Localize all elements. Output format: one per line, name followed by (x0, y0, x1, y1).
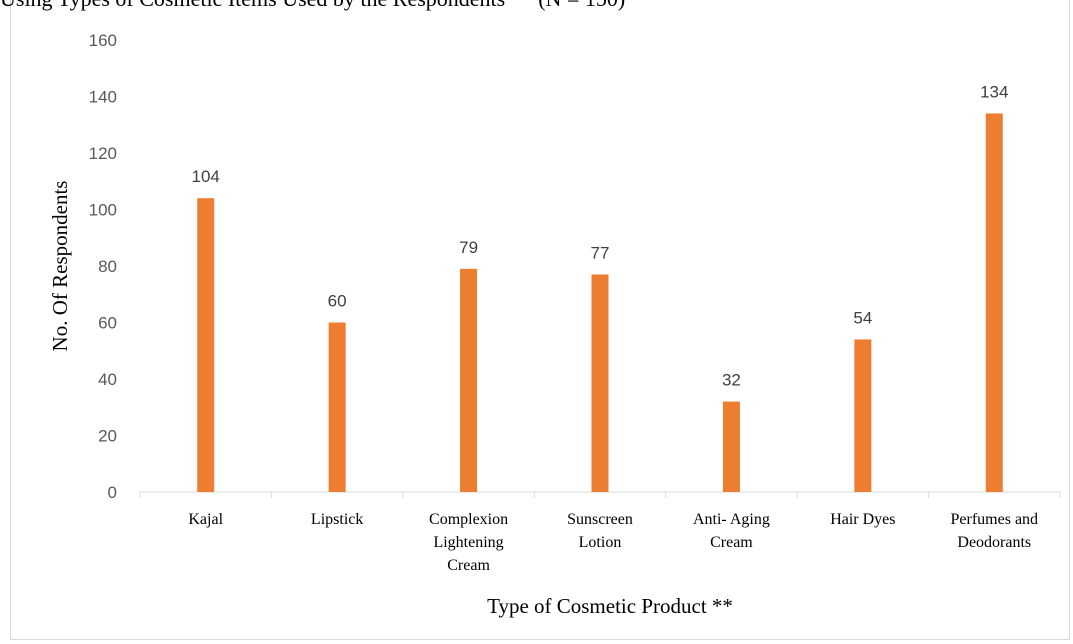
y-axis-ticks: 0 20 40 60 80 100 120 140 160 (89, 31, 117, 502)
y-tick-label: 100 (89, 201, 117, 220)
data-label: 79 (459, 238, 478, 257)
y-tick-label: 60 (98, 314, 117, 333)
category-label: Lipstick (311, 511, 363, 528)
y-tick-label: 20 (98, 427, 117, 446)
data-label: 77 (591, 243, 610, 262)
category-label: Complexion Lightening Cream (429, 511, 508, 574)
y-tick-label: 120 (89, 144, 117, 163)
bar (854, 339, 872, 492)
bar (460, 268, 478, 492)
data-label: 54 (853, 308, 872, 327)
bar (591, 274, 609, 492)
y-tick-label: 40 (98, 370, 117, 389)
x-axis-tick-marks (139, 492, 1061, 498)
y-axis-title: No. Of Respondents (48, 181, 72, 352)
chart-frame (10, 0, 1070, 640)
y-tick-label: 140 (89, 88, 117, 107)
data-label: 134 (980, 82, 1008, 101)
bars (197, 113, 1003, 492)
category-labels: Kajal Lipstick Complexion Lightening Cream Su… (188, 511, 1038, 574)
data-label: 32 (722, 371, 741, 390)
bar (197, 198, 215, 492)
data-labels: 104 60 79 77 32 54 134 (192, 82, 1009, 389)
x-axis-title: Type of Cosmetic Product ** (487, 594, 733, 618)
chart-caption: Using Types of Cosmetic Items Used by th… (0, 0, 625, 12)
data-label: 60 (328, 292, 347, 311)
category-label: Hair Dyes (830, 511, 895, 528)
category-label: Perfumes and Deodorants (951, 511, 1039, 551)
category-label: Sunscreen Lotion (567, 511, 633, 551)
y-tick-label: 160 (89, 31, 117, 50)
bar (722, 401, 740, 492)
bar (985, 113, 1003, 492)
y-tick-label: 80 (98, 257, 117, 276)
data-label: 104 (192, 167, 220, 186)
category-label: Anti- Aging Cream (693, 511, 770, 551)
y-tick-label: 0 (108, 483, 117, 502)
bar (328, 322, 346, 492)
category-label: Kajal (188, 511, 223, 528)
